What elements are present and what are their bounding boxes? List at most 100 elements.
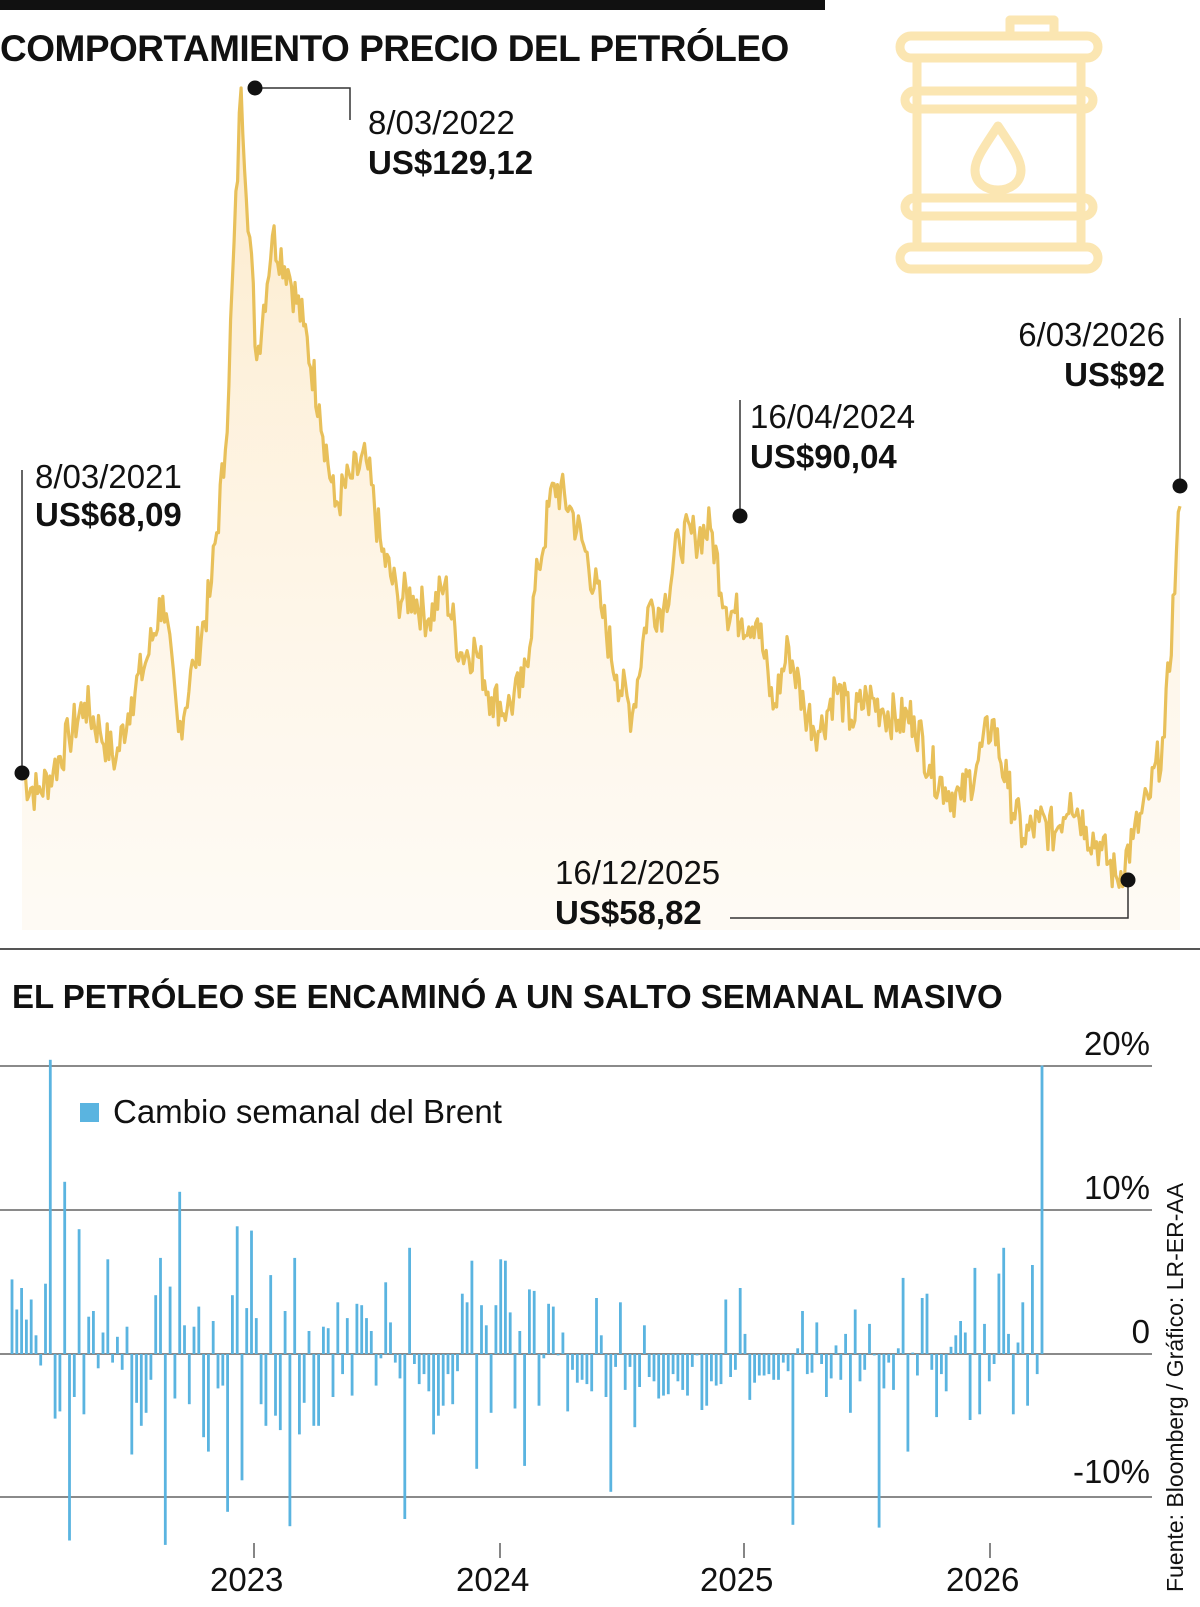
weekly-bar	[379, 1354, 383, 1359]
x-ticks	[253, 1543, 991, 1558]
weekly-bar	[791, 1354, 795, 1525]
weekly-bar	[829, 1354, 833, 1379]
weekly-bar	[628, 1354, 632, 1367]
weekly-bar	[288, 1354, 292, 1527]
weekly-bar	[777, 1354, 780, 1380]
weekly-bar	[417, 1354, 421, 1385]
weekly-bar	[997, 1273, 1001, 1354]
weekly-bar	[25, 1319, 28, 1354]
weekly-bar	[125, 1326, 129, 1354]
weekly-bar	[844, 1333, 847, 1354]
weekly-bar	[944, 1354, 948, 1392]
weekly-bar	[580, 1354, 584, 1380]
weekly-bar	[120, 1354, 124, 1370]
weekly-bar	[202, 1354, 205, 1438]
weekly-bar	[638, 1354, 641, 1387]
weekly-bar	[834, 1345, 838, 1354]
price-chart	[14, 15, 1188, 930]
weekly-bar	[322, 1326, 325, 1354]
weekly-bar	[403, 1354, 407, 1519]
weekly-bar	[168, 1286, 172, 1354]
weekly-bar	[283, 1311, 287, 1354]
chart-subtitle: EL PETRÓLEO SE ENCAMINÓ A UN SALTO SEMAN…	[12, 978, 1003, 1015]
weekly-bar	[221, 1354, 225, 1386]
weekly-bar	[916, 1354, 919, 1376]
weekly-bar	[839, 1354, 843, 1380]
weekly-bar	[700, 1354, 704, 1410]
annotation-date-2022: 8/03/2022	[368, 104, 515, 141]
marker-2024	[732, 508, 748, 524]
y-tick-label-minus10: -10%	[1072, 1453, 1150, 1490]
weekly-bar	[1031, 1265, 1034, 1354]
weekly-bar	[365, 1318, 368, 1354]
weekly-bar	[240, 1354, 244, 1481]
weekly-bar	[781, 1354, 785, 1363]
weekly-bar	[422, 1354, 426, 1375]
weekly-bar	[892, 1354, 895, 1390]
weekly-bar	[743, 1333, 747, 1354]
weekly-bar	[269, 1275, 273, 1354]
weekly-bar	[719, 1354, 723, 1385]
weekly-bar	[159, 1257, 162, 1354]
weekly-bar	[398, 1354, 402, 1379]
weekly-bar	[614, 1354, 617, 1367]
weekly-bar	[657, 1354, 661, 1399]
weekly-bar	[355, 1303, 359, 1354]
weekly-bar	[101, 1332, 105, 1354]
weekly-bar	[633, 1354, 637, 1428]
weekly-bar	[868, 1323, 871, 1354]
weekly-bar	[475, 1354, 479, 1469]
legend-swatch	[80, 1102, 99, 1122]
weekly-bar	[298, 1354, 301, 1435]
weekly-bar	[48, 1059, 52, 1354]
weekly-bar	[662, 1354, 665, 1396]
weekly-bar	[72, 1354, 76, 1397]
weekly-bar	[863, 1354, 867, 1370]
weekly-bar	[374, 1354, 378, 1386]
weekly-bar	[264, 1354, 268, 1426]
x-tick-label-2025: 2025	[700, 1561, 774, 1598]
weekly-bar	[537, 1354, 541, 1406]
weekly-bar	[930, 1354, 934, 1370]
weekly-bar	[820, 1354, 823, 1364]
chart-title: COMPORTAMIENTO PRECIO DEL PETRÓLEO	[0, 28, 789, 69]
weekly-bar	[604, 1354, 608, 1397]
weekly-bar	[293, 1257, 297, 1354]
weekly-bar	[432, 1354, 435, 1435]
annotation-value-2025: US$58,82	[555, 894, 702, 931]
weekly-bar	[724, 1299, 728, 1354]
weekly-bar	[508, 1312, 512, 1354]
weekly-bar	[44, 1283, 47, 1354]
weekly-bar	[437, 1354, 440, 1416]
weekly-bar	[528, 1289, 531, 1354]
weekly-bar	[360, 1305, 364, 1354]
weekly-bar	[259, 1354, 263, 1405]
weekly-bar	[187, 1354, 191, 1405]
x-tick-label-2023: 2023	[210, 1561, 284, 1598]
weekly-bar	[940, 1354, 943, 1375]
annotation-value-2026: US$92	[1064, 356, 1165, 393]
x-tick-label-2026: 2026	[946, 1561, 1020, 1598]
weekly-bar	[235, 1226, 239, 1354]
weekly-bar	[20, 1288, 23, 1354]
annotation-date-2026: 6/03/2026	[1018, 316, 1165, 353]
weekly-bar	[470, 1260, 474, 1354]
weekly-bar	[978, 1354, 982, 1415]
weekly-bar	[312, 1354, 316, 1426]
weekly-bar	[551, 1306, 555, 1354]
weekly-bar	[681, 1354, 685, 1390]
weekly-bar	[63, 1181, 67, 1354]
weekly-bar	[499, 1259, 503, 1354]
weekly-bar	[504, 1260, 507, 1354]
weekly-bar	[968, 1354, 972, 1420]
weekly-bar	[231, 1295, 234, 1354]
weekly-bar	[786, 1354, 790, 1372]
weekly-bar	[331, 1354, 335, 1397]
annotation-date-2024: 16/04/2024	[750, 398, 916, 435]
weekly-bar	[595, 1298, 598, 1354]
weekly-bar	[992, 1354, 996, 1364]
weekly-bar	[906, 1354, 910, 1452]
weekly-bar	[805, 1354, 809, 1375]
weekly-bar	[734, 1354, 737, 1370]
weekly-bar	[542, 1354, 546, 1359]
